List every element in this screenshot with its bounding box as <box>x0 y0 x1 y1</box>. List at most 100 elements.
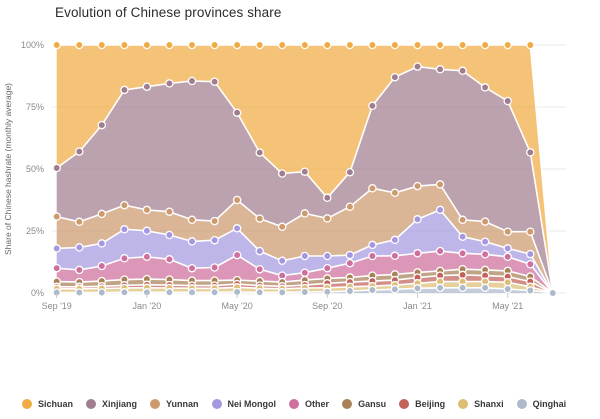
marker-other[interactable] <box>480 250 490 259</box>
marker-qinghai[interactable] <box>255 288 264 297</box>
marker-sichuan[interactable] <box>323 40 332 50</box>
marker-other[interactable] <box>165 255 174 264</box>
marker-sichuan[interactable] <box>75 40 84 50</box>
marker-xinjiang[interactable] <box>390 72 400 82</box>
marker-yunnan[interactable] <box>52 212 61 221</box>
marker-yunnan[interactable] <box>368 184 377 193</box>
marker-yunnan[interactable] <box>323 214 332 223</box>
marker-yunnan[interactable] <box>187 215 197 225</box>
marker-sichuan[interactable] <box>413 40 422 50</box>
marker-other[interactable] <box>142 252 152 262</box>
marker-yunnan[interactable] <box>97 209 107 219</box>
marker-nei-mongol[interactable] <box>142 226 152 236</box>
marker-nei-mongol[interactable] <box>75 243 84 252</box>
marker-nei-mongol[interactable] <box>368 240 377 250</box>
marker-sichuan[interactable] <box>480 40 490 50</box>
marker-qinghai[interactable] <box>548 288 558 298</box>
marker-sichuan[interactable] <box>52 40 61 50</box>
marker-nei-mongol[interactable] <box>413 215 422 224</box>
marker-sichuan[interactable] <box>142 40 152 50</box>
marker-qinghai[interactable] <box>458 283 467 293</box>
marker-sichuan[interactable] <box>368 40 377 50</box>
marker-yunnan[interactable] <box>210 216 219 226</box>
marker-qinghai[interactable] <box>526 286 535 295</box>
marker-yunnan[interactable] <box>120 200 129 210</box>
marker-other[interactable] <box>255 264 264 274</box>
marker-xinjiang[interactable] <box>480 83 490 92</box>
marker-yunnan[interactable] <box>413 181 422 191</box>
marker-yunnan[interactable] <box>255 214 264 223</box>
marker-qinghai[interactable] <box>368 285 377 295</box>
marker-yunnan[interactable] <box>232 195 242 205</box>
marker-qinghai[interactable] <box>210 288 219 297</box>
marker-xinjiang[interactable] <box>526 148 535 157</box>
marker-sichuan[interactable] <box>97 40 107 50</box>
marker-xinjiang[interactable] <box>210 77 219 86</box>
marker-xinjiang[interactable] <box>165 79 174 88</box>
marker-xinjiang[interactable] <box>300 167 310 176</box>
marker-other[interactable] <box>120 254 129 263</box>
marker-nei-mongol[interactable] <box>255 246 264 256</box>
marker-xinjiang[interactable] <box>458 66 467 76</box>
marker-xinjiang[interactable] <box>323 193 332 203</box>
marker-sichuan[interactable] <box>232 40 242 50</box>
marker-other[interactable] <box>458 249 467 258</box>
marker-yunnan[interactable] <box>526 227 535 236</box>
marker-qinghai[interactable] <box>413 284 422 293</box>
marker-other[interactable] <box>187 263 197 273</box>
marker-nei-mongol[interactable] <box>52 244 61 253</box>
marker-yunnan[interactable] <box>503 227 512 236</box>
marker-qinghai[interactable] <box>120 288 129 297</box>
marker-yunnan[interactable] <box>277 222 287 232</box>
marker-nei-mongol[interactable] <box>232 224 242 233</box>
marker-sichuan[interactable] <box>255 40 264 50</box>
marker-nei-mongol[interactable] <box>277 256 287 266</box>
marker-xinjiang[interactable] <box>142 82 152 91</box>
marker-sichuan[interactable] <box>187 40 197 50</box>
marker-qinghai[interactable] <box>97 288 107 297</box>
marker-sichuan[interactable] <box>435 40 445 50</box>
marker-other[interactable] <box>435 246 445 256</box>
marker-qinghai[interactable] <box>480 283 490 293</box>
marker-other[interactable] <box>52 263 61 273</box>
marker-other[interactable] <box>368 251 377 261</box>
marker-yunnan[interactable] <box>345 202 355 211</box>
marker-other[interactable] <box>503 252 512 262</box>
marker-yunnan[interactable] <box>458 215 467 225</box>
marker-qinghai[interactable] <box>300 287 310 297</box>
marker-nei-mongol[interactable] <box>210 235 219 245</box>
marker-xinjiang[interactable] <box>255 148 264 157</box>
marker-sichuan[interactable] <box>345 40 355 50</box>
marker-other[interactable] <box>300 268 310 277</box>
marker-nei-mongol[interactable] <box>120 225 129 234</box>
marker-other[interactable] <box>526 259 535 269</box>
marker-nei-mongol[interactable] <box>300 251 310 261</box>
marker-nei-mongol[interactable] <box>503 244 512 253</box>
marker-xinjiang[interactable] <box>97 120 107 130</box>
marker-xinjiang[interactable] <box>187 76 197 86</box>
marker-xinjiang[interactable] <box>277 169 287 178</box>
marker-xinjiang[interactable] <box>503 96 512 106</box>
marker-xinjiang[interactable] <box>52 163 61 173</box>
marker-sichuan[interactable] <box>526 40 535 50</box>
legend-item-xinjiang[interactable]: Xinjiang <box>86 399 137 409</box>
marker-nei-mongol[interactable] <box>345 250 355 260</box>
marker-yunnan[interactable] <box>75 217 84 227</box>
marker-xinjiang[interactable] <box>345 167 355 177</box>
marker-sichuan[interactable] <box>300 40 310 50</box>
marker-nei-mongol[interactable] <box>390 235 400 245</box>
marker-qinghai[interactable] <box>435 283 445 293</box>
marker-xinjiang[interactable] <box>368 101 377 111</box>
marker-sichuan[interactable] <box>210 40 219 50</box>
marker-sichuan[interactable] <box>277 40 287 50</box>
marker-other[interactable] <box>323 263 332 273</box>
marker-xinjiang[interactable] <box>120 85 129 95</box>
marker-qinghai[interactable] <box>187 288 197 297</box>
marker-yunnan[interactable] <box>390 188 400 198</box>
marker-yunnan[interactable] <box>142 205 152 215</box>
legend-item-nei-mongol[interactable]: Nei Mongol <box>211 399 276 409</box>
marker-nei-mongol[interactable] <box>165 230 174 240</box>
marker-qinghai[interactable] <box>75 288 84 297</box>
marker-sichuan[interactable] <box>120 40 129 50</box>
marker-other[interactable] <box>390 251 400 261</box>
